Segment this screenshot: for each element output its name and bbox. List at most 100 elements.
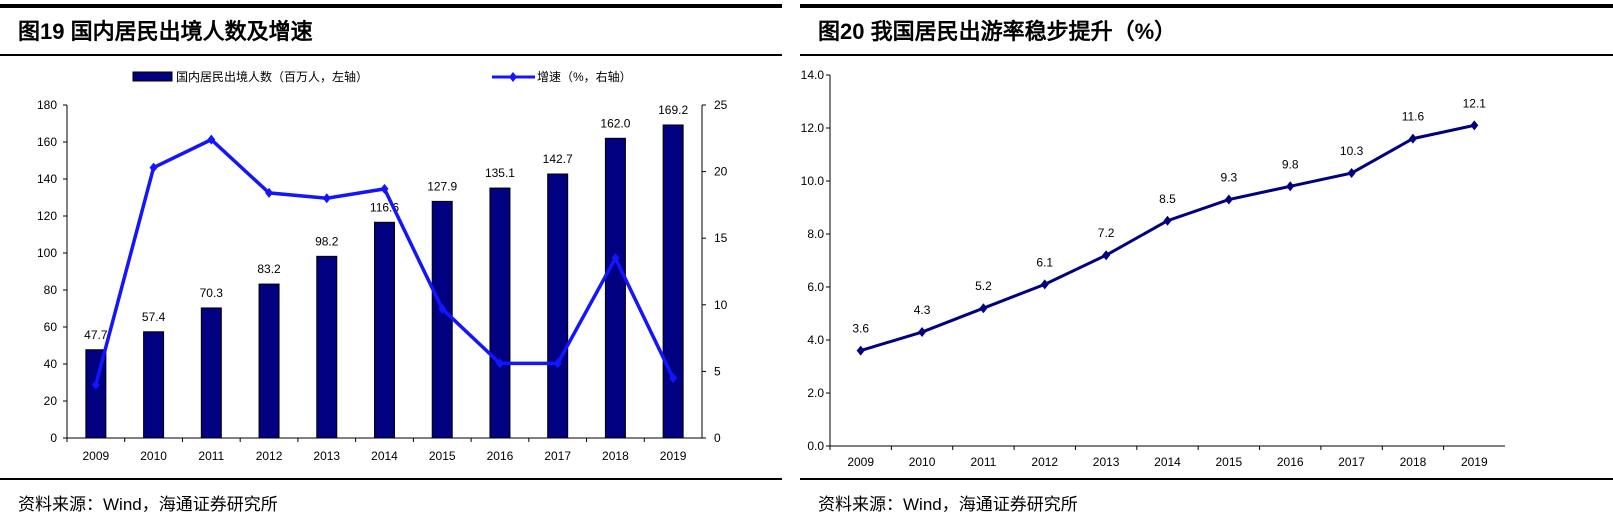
y-tick-label: 40	[44, 357, 58, 371]
rate-point	[1163, 215, 1172, 226]
growth-point	[611, 253, 620, 264]
x-tick-label: 2016	[1277, 455, 1304, 469]
chart-outbound-travelers: 0 20 40 60 80 100 120 140 160 180 0 5 10 15 20 25 2009 47…	[37, 69, 728, 463]
bar	[200, 307, 222, 439]
data-label: 12.1	[1463, 96, 1487, 110]
data-label: 9.8	[1282, 157, 1299, 171]
bar-data-label: 70.3	[200, 286, 224, 300]
bar	[316, 255, 338, 439]
bottom-rule	[800, 478, 1613, 480]
x-tick-label: 2009	[847, 455, 874, 469]
bar-data-label: 98.2	[315, 234, 339, 248]
y-tick-label: 10.0	[801, 174, 825, 188]
y2-tick-label: 0	[714, 431, 721, 445]
growth-point	[669, 373, 678, 384]
y2-tick-label: 25	[714, 98, 728, 112]
y2-tick-label: 20	[714, 165, 728, 179]
y-tick-label: 160	[37, 135, 57, 149]
growth-point	[553, 358, 562, 369]
x-tick-label: 2017	[1338, 455, 1365, 469]
y-tick-label: 100	[37, 246, 57, 260]
y-tick-label: 2.0	[807, 386, 824, 400]
figure-20-title: 图20 我国居民出游率稳步提升（%）	[818, 19, 1177, 44]
growth-point	[380, 183, 389, 194]
y-tick-label: 140	[37, 172, 57, 186]
x-tick-label: 2012	[256, 449, 283, 463]
rate-point	[918, 327, 927, 338]
growth-point	[265, 187, 274, 198]
data-label: 5.2	[975, 279, 992, 293]
bar-data-label: 169.2	[658, 103, 688, 117]
source-note: 资料来源：Wind，海通证券研究所	[818, 495, 1078, 514]
top-rule	[800, 4, 1613, 8]
data-label: 3.6	[852, 322, 869, 336]
y-tick-label: 8.0	[807, 227, 824, 241]
legend-bar-swatch	[132, 71, 173, 82]
title-rule	[0, 54, 782, 56]
legend-line-label: 增速（%，右轴）	[537, 69, 632, 84]
x-tick-label: 2012	[1031, 455, 1058, 469]
legend-bar-label: 国内居民出境人数（百万人，左轴）	[176, 69, 368, 84]
growth-point	[438, 303, 447, 314]
bar-data-label: 83.2	[257, 262, 281, 276]
data-label: 10.3	[1340, 144, 1364, 158]
x-tick-label: 2010	[909, 455, 936, 469]
data-label: 6.1	[1036, 255, 1053, 269]
y-tick-label: 120	[37, 209, 57, 223]
x-tick-label: 2014	[371, 449, 398, 463]
bar	[489, 187, 511, 439]
growth-point	[322, 193, 331, 204]
chart-travel-rate: 0.0 2.0 4.0 6.0 8.0 10.0 12.0 14.0 2009 2010 2011 2…	[801, 68, 1505, 469]
bar-data-label: 47.7	[84, 328, 108, 342]
x-tick-label: 2018	[602, 449, 629, 463]
y-tick-label: 14.0	[801, 68, 825, 82]
rate-point	[1224, 194, 1233, 205]
rate-point	[1286, 181, 1295, 192]
right-panel: 图20 我国居民出游率稳步提升（%） 0.0 2.0 4.0 6.0 8.0 10.0 12…	[800, 0, 1613, 531]
growth-point	[207, 134, 216, 145]
y-tick-label: 60	[44, 320, 58, 334]
y-tick-label: 80	[44, 283, 58, 297]
x-tick-label: 2015	[1216, 455, 1243, 469]
x-tick-label: 2015	[429, 449, 456, 463]
rate-point	[1347, 168, 1356, 179]
growth-point	[91, 379, 100, 390]
x-tick-label: 2019	[660, 449, 687, 463]
bar	[547, 173, 569, 439]
figure-19-title: 图19 国内居民出境人数及增速	[18, 19, 313, 44]
data-label: 11.6	[1402, 110, 1425, 124]
bar	[258, 283, 280, 439]
bar-data-label: 135.1	[485, 166, 515, 180]
title-rule	[800, 54, 1613, 56]
bar	[604, 137, 626, 439]
bar-data-label: 57.4	[142, 310, 166, 324]
bar-data-label: 127.9	[427, 179, 457, 193]
top-rule	[0, 4, 782, 8]
x-tick-label: 2009	[83, 449, 110, 463]
x-tick-label: 2013	[313, 449, 340, 463]
x-tick-label: 2010	[140, 449, 167, 463]
bar	[431, 200, 453, 439]
x-tick-label: 2018	[1400, 455, 1427, 469]
y-tick-label: 20	[44, 394, 58, 408]
bottom-rule	[0, 478, 782, 480]
legend-line-marker	[509, 72, 517, 82]
y-tick-label: 0	[50, 431, 57, 445]
y2-tick-label: 10	[714, 298, 728, 312]
y-tick-label: 4.0	[807, 333, 824, 347]
rate-point	[1408, 133, 1417, 144]
rate-point	[979, 303, 988, 314]
bar-data-label: 142.7	[543, 152, 573, 166]
x-tick-label: 2016	[487, 449, 514, 463]
left-panel: 图19 国内居民出境人数及增速 0 20 40 60 80 100 120 140 160 180…	[0, 0, 782, 531]
bar-data-label: 162.0	[600, 116, 630, 130]
x-tick-label: 2013	[1093, 455, 1120, 469]
y-tick-label: 0.0	[807, 439, 824, 453]
rate-point	[856, 345, 865, 356]
x-tick-label: 2011	[198, 449, 224, 463]
data-label: 9.3	[1221, 171, 1238, 185]
x-tick-label: 2011	[971, 455, 997, 469]
growth-point	[149, 162, 158, 173]
x-tick-label: 2017	[544, 449, 571, 463]
bar	[374, 221, 395, 439]
